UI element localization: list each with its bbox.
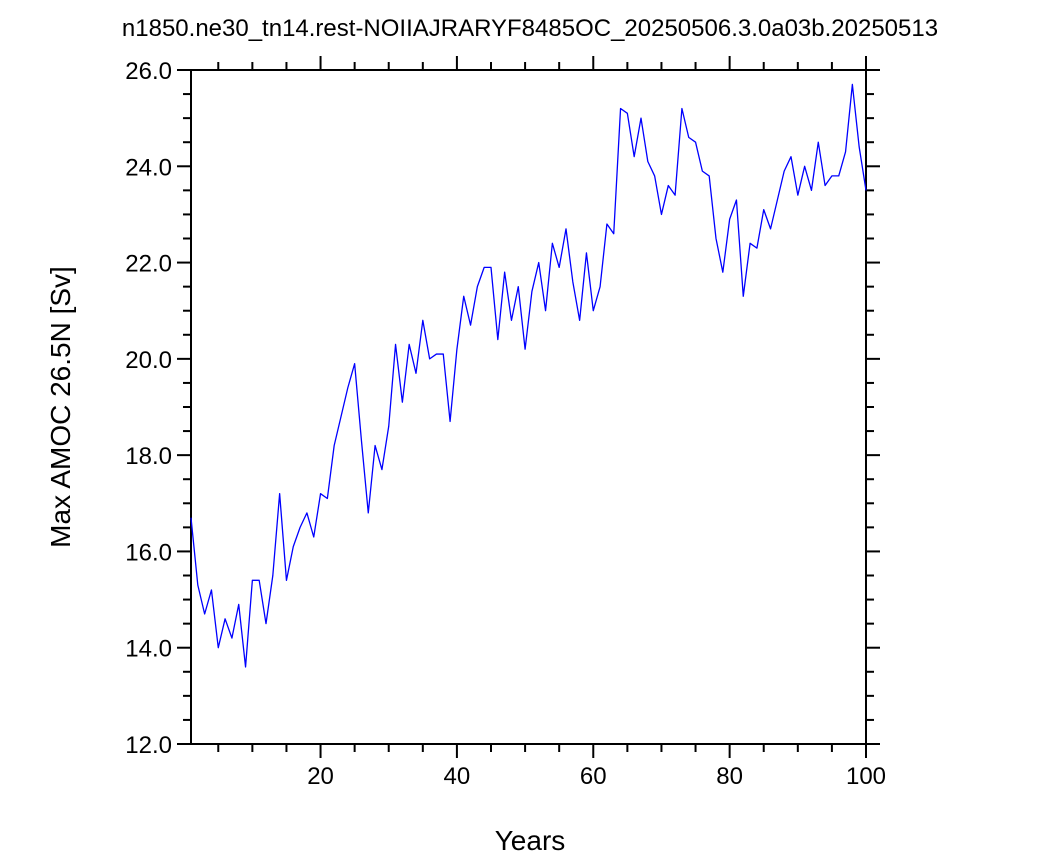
y-tick-label: 26.0	[125, 58, 172, 85]
y-tick-label: 18.0	[125, 443, 172, 470]
chart-title: n1850.ne30_tn14.rest-NOIIAJRARYF8485OC_2…	[122, 15, 938, 42]
y-axis-label: Max AMOC 26.5N [Sv]	[45, 266, 76, 548]
y-tick-label: 12.0	[125, 732, 172, 759]
y-tick-label: 14.0	[125, 636, 172, 663]
x-tick-label: 20	[307, 763, 334, 790]
amoc-series-line	[190, 83, 867, 668]
x-tick-label: 60	[580, 763, 607, 790]
x-tick-label: 80	[716, 763, 743, 790]
plot-frame	[190, 69, 867, 745]
y-tick-label: 24.0	[125, 154, 172, 181]
y-tick-label: 16.0	[125, 539, 172, 566]
x-tick-label: 100	[846, 763, 886, 790]
x-axis-label: Years	[495, 825, 566, 856]
tick-labels: 20 40 60 80 100 12.0 14.0 16.0 18.0 20.0 22.0 24.0 2…	[125, 58, 886, 790]
x-tick-label: 40	[444, 763, 471, 790]
y-tick-label: 22.0	[125, 251, 172, 278]
y-tick-label: 20.0	[125, 347, 172, 374]
axis-ticks	[177, 56, 880, 758]
